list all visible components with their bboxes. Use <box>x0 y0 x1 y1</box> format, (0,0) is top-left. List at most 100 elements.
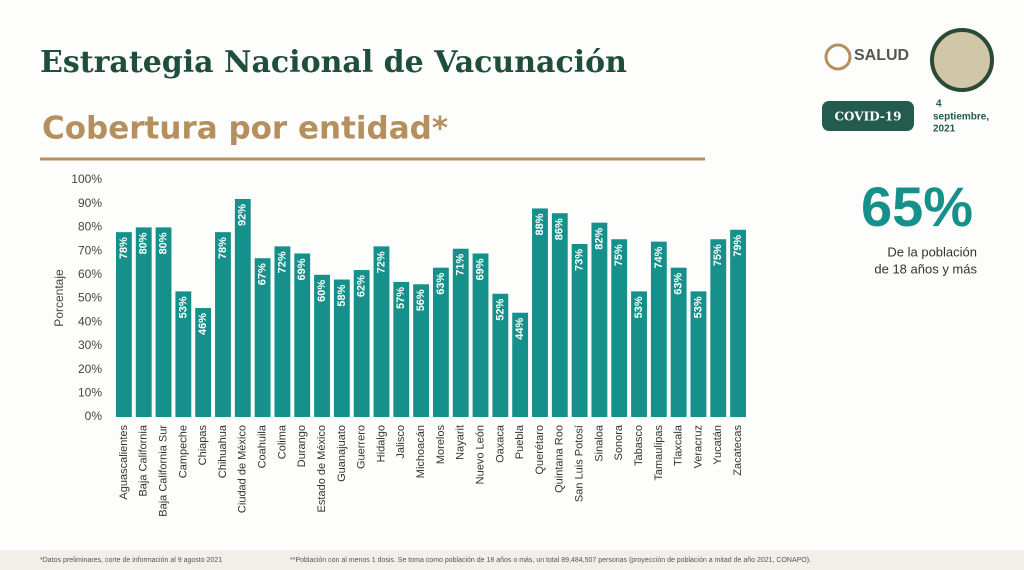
value-label: 75% <box>613 244 625 266</box>
bar <box>234 198 251 417</box>
bar <box>413 284 430 417</box>
bar <box>115 232 132 417</box>
x-tick-label: Yucatán <box>712 425 724 465</box>
value-label: 74% <box>653 246 665 268</box>
bar <box>373 246 390 417</box>
logo-emblem <box>930 28 994 92</box>
y-tick-label: 70% <box>78 243 102 257</box>
value-label: 67% <box>257 263 269 285</box>
x-tick-label: Sonora <box>613 424 625 460</box>
x-tick-label: Veracruz <box>692 425 704 468</box>
value-label: 44% <box>514 318 526 340</box>
x-tick-label: Nayarit <box>455 425 467 460</box>
value-label: 69% <box>474 258 486 280</box>
x-tick-label: Guanajuato <box>336 425 348 482</box>
bar <box>175 291 192 417</box>
value-label: 58% <box>336 284 348 306</box>
highlight-caption: De la población <box>887 244 977 259</box>
y-tick-label: 60% <box>78 267 102 281</box>
y-tick-label: 50% <box>78 291 102 305</box>
value-label: 78% <box>217 237 229 259</box>
logo-text: SALUD <box>854 47 909 64</box>
bar <box>650 241 667 417</box>
x-tick-label: Tamaulipas <box>653 425 665 481</box>
y-tick-label: 100% <box>71 172 102 186</box>
value-label: 73% <box>574 249 586 271</box>
bar <box>432 267 449 417</box>
bar <box>670 267 687 417</box>
x-tick-label: Chiapas <box>197 425 209 466</box>
bar <box>690 291 707 417</box>
bar <box>393 281 410 417</box>
value-label: 63% <box>435 272 447 294</box>
logo-emblem <box>824 43 852 71</box>
value-label: 56% <box>415 289 427 311</box>
bar <box>155 227 172 417</box>
footnote: *Datos preliminares, corte de informació… <box>40 557 222 564</box>
x-tick-label: Puebla <box>514 424 526 459</box>
value-label: 52% <box>494 299 506 321</box>
bar <box>492 293 509 417</box>
x-tick-label: Tabasco <box>633 425 645 466</box>
badge <box>822 101 914 131</box>
x-tick-label: Aguascalientes <box>118 425 130 500</box>
x-tick-label: San Luis Potosí <box>574 425 586 502</box>
x-tick-label: Chihuahua <box>217 424 229 478</box>
value-label: 63% <box>673 272 685 294</box>
x-tick-label: Baja California Sur <box>157 425 169 517</box>
value-label: 78% <box>118 237 130 259</box>
y-tick-label: 30% <box>78 338 102 352</box>
badge-text: COVID-19 <box>834 110 901 124</box>
bar <box>294 253 311 417</box>
y-tick-label: 90% <box>78 196 102 210</box>
x-tick-label: Oaxaca <box>494 424 506 463</box>
value-label: 53% <box>633 296 645 318</box>
value-label: 53% <box>692 296 704 318</box>
bar <box>730 229 747 417</box>
bar <box>551 213 568 417</box>
x-tick-label: Hidalgo <box>375 425 387 462</box>
bar <box>135 227 152 417</box>
bar <box>611 239 628 417</box>
y-tick-label: 10% <box>78 385 102 399</box>
date: 4 <box>936 99 942 110</box>
bar <box>452 248 469 417</box>
x-tick-label: Guerrero <box>356 425 368 469</box>
bar <box>532 208 548 417</box>
y-tick-label: 0% <box>85 409 103 423</box>
x-tick-label: Querétaro <box>534 425 546 475</box>
value-label: 80% <box>157 232 169 254</box>
y-tick-label: 20% <box>78 362 102 376</box>
highlight-figure: 65% <box>861 175 973 238</box>
bar <box>274 246 291 417</box>
title: Estrategia Nacional de Vacunación <box>40 45 627 80</box>
bar <box>314 274 330 417</box>
value-label: 75% <box>712 244 724 266</box>
x-tick-label: Jalisco <box>395 425 407 459</box>
bar <box>195 307 212 417</box>
x-tick-label: Zacatecas <box>732 425 744 476</box>
x-tick-label: Morelos <box>435 425 447 465</box>
x-tick-label: Nuevo León <box>474 425 486 484</box>
subtitle: Cobertura por entidad* <box>42 111 448 147</box>
bar <box>353 270 370 417</box>
bar <box>631 291 647 417</box>
value-label: 86% <box>554 218 566 240</box>
value-label: 79% <box>732 235 744 257</box>
bar <box>215 232 231 417</box>
value-label: 62% <box>356 275 368 297</box>
x-tick-label: Estado de México <box>316 425 328 512</box>
x-tick-label: Tlaxcala <box>673 424 685 466</box>
x-tick-label: Sinaloa <box>593 424 605 462</box>
x-tick-label: Durango <box>296 425 308 467</box>
x-tick-label: Quintana Roo <box>554 425 566 493</box>
x-tick-label: Colima <box>276 424 288 459</box>
value-label: 57% <box>395 287 407 309</box>
x-tick-label: Michoacán <box>415 425 427 478</box>
bar <box>710 239 727 417</box>
bar <box>254 258 271 417</box>
value-label: 71% <box>455 254 467 276</box>
